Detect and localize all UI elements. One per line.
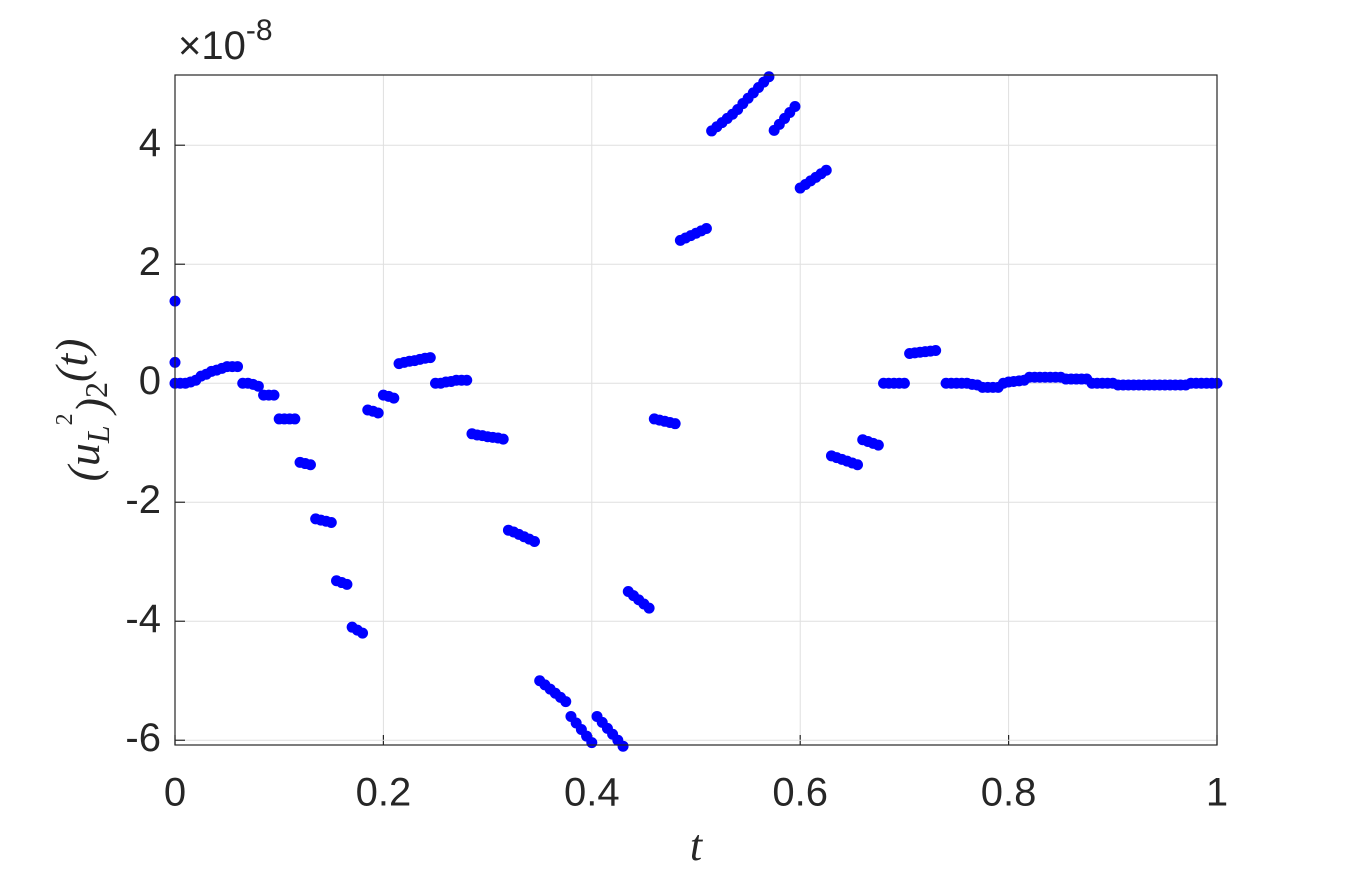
point <box>357 627 369 639</box>
y-axis-label: (uL2)2(t) <box>46 339 117 482</box>
point <box>763 71 775 83</box>
point <box>872 439 884 451</box>
y-multiplier: ×10-8 <box>178 14 273 68</box>
y-axis-label-part: 2 <box>78 382 114 398</box>
y-tick-label: 0 <box>139 359 161 403</box>
point <box>268 389 280 401</box>
x-axis-label: t <box>690 821 704 870</box>
point <box>461 374 473 386</box>
multiplier-base: ×10 <box>178 24 246 68</box>
point <box>304 459 316 471</box>
point <box>617 740 629 752</box>
point <box>898 377 910 389</box>
grid <box>174 75 1218 745</box>
point <box>232 361 244 373</box>
point <box>372 407 384 419</box>
point <box>669 418 681 430</box>
y-tick-label: -6 <box>125 716 161 760</box>
x-tick-label: 0.6 <box>772 771 828 815</box>
y-axis-label-part: L <box>80 425 116 444</box>
point <box>820 164 832 176</box>
point <box>586 737 598 749</box>
point <box>560 696 572 708</box>
y-axis-label-part: 2 <box>52 413 78 425</box>
point <box>252 380 264 392</box>
point <box>325 516 337 528</box>
point <box>424 352 436 364</box>
point <box>528 536 540 548</box>
y-axis-label-part: ) <box>66 398 117 416</box>
y-tick-label: -2 <box>125 478 161 522</box>
point <box>289 413 301 425</box>
y-axis-label-part: (u <box>58 443 109 481</box>
point <box>388 392 400 404</box>
y-tick-label: 2 <box>139 240 161 284</box>
point <box>643 602 655 614</box>
point <box>700 223 712 235</box>
y-tick-label: 4 <box>139 121 161 165</box>
marks <box>169 71 1223 752</box>
x-tick-label: 0.2 <box>356 771 412 815</box>
point <box>852 459 864 471</box>
point <box>341 578 353 590</box>
x-tick-label: 0 <box>164 771 186 815</box>
y-axis-label-part: (t) <box>46 339 97 382</box>
x-tick-label: 0.8 <box>981 771 1037 815</box>
point <box>789 101 801 113</box>
point <box>497 433 509 445</box>
x-tick-label: 0.4 <box>564 771 620 815</box>
y-tick-label: -4 <box>125 597 161 641</box>
multiplier-exponent: -8 <box>246 14 273 47</box>
plot-frame <box>174 74 1218 746</box>
point <box>930 344 942 356</box>
x-tick-label: 1 <box>1206 771 1228 815</box>
